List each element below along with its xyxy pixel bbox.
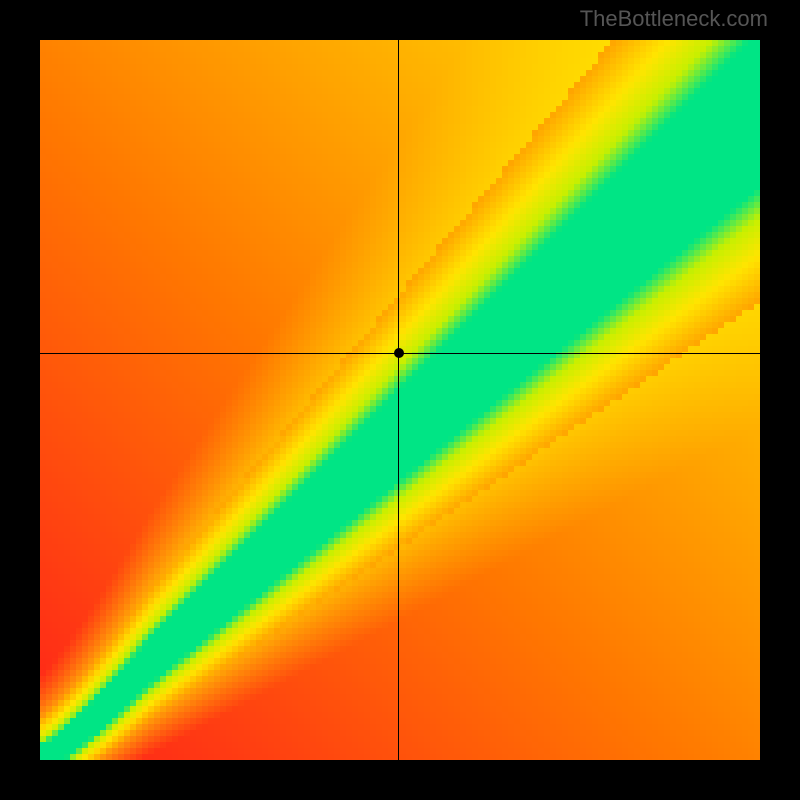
watermark-text: TheBottleneck.com <box>580 6 768 32</box>
heatmap-plot <box>40 40 760 760</box>
heatmap-canvas <box>40 40 760 760</box>
